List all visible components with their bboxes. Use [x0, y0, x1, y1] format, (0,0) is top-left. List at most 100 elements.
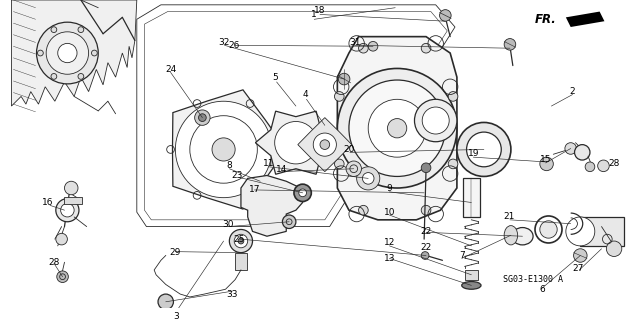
Circle shape [339, 73, 350, 85]
Ellipse shape [461, 282, 481, 289]
Circle shape [362, 173, 374, 184]
Polygon shape [298, 118, 352, 172]
Circle shape [358, 205, 368, 215]
Text: 19: 19 [468, 149, 479, 158]
Circle shape [585, 162, 595, 172]
Circle shape [313, 133, 337, 156]
Circle shape [57, 271, 68, 283]
Circle shape [238, 238, 244, 244]
Circle shape [422, 107, 449, 134]
Text: 12: 12 [384, 239, 395, 248]
Circle shape [56, 199, 79, 222]
Circle shape [421, 205, 431, 215]
Text: 6: 6 [539, 285, 545, 294]
Circle shape [573, 249, 587, 262]
Circle shape [387, 119, 407, 138]
Circle shape [457, 122, 511, 176]
Text: 13: 13 [383, 254, 395, 263]
Circle shape [421, 252, 429, 259]
Bar [465, 270, 478, 280]
Text: 28: 28 [48, 258, 60, 267]
Text: FR.: FR. [534, 13, 556, 26]
Circle shape [282, 215, 296, 228]
Circle shape [92, 50, 97, 56]
Circle shape [575, 145, 590, 160]
Text: 33: 33 [227, 290, 238, 299]
Circle shape [540, 157, 554, 171]
Bar [463, 178, 480, 217]
Circle shape [504, 39, 516, 50]
Circle shape [51, 73, 57, 79]
Text: 25: 25 [234, 234, 244, 244]
Text: 20: 20 [343, 145, 355, 154]
Polygon shape [337, 37, 457, 220]
Circle shape [335, 159, 344, 169]
Text: 32: 32 [218, 38, 229, 47]
Circle shape [335, 92, 344, 101]
Circle shape [294, 184, 311, 202]
Circle shape [299, 189, 307, 197]
Text: 9: 9 [387, 184, 392, 194]
Circle shape [175, 101, 272, 198]
Circle shape [368, 41, 378, 51]
Text: 2: 2 [570, 87, 575, 96]
Polygon shape [255, 111, 337, 174]
Circle shape [598, 160, 609, 172]
Polygon shape [566, 11, 604, 27]
Text: 21: 21 [503, 212, 515, 221]
Text: 1: 1 [311, 10, 317, 19]
Ellipse shape [512, 227, 533, 245]
Text: 22: 22 [420, 227, 432, 236]
Text: 14: 14 [276, 165, 287, 174]
Circle shape [467, 132, 501, 167]
Circle shape [368, 99, 426, 157]
Circle shape [158, 294, 173, 309]
Circle shape [198, 114, 206, 122]
Circle shape [46, 32, 88, 74]
Ellipse shape [540, 221, 557, 238]
Text: 23: 23 [232, 171, 243, 180]
Polygon shape [12, 0, 137, 106]
Text: 18: 18 [314, 6, 326, 15]
Circle shape [78, 27, 84, 33]
Text: 11: 11 [263, 160, 275, 168]
Circle shape [38, 50, 44, 56]
Text: 30: 30 [223, 220, 234, 229]
Text: 17: 17 [249, 185, 260, 195]
Circle shape [356, 167, 380, 190]
Circle shape [606, 241, 622, 256]
Circle shape [65, 181, 78, 195]
Text: 3: 3 [173, 312, 179, 319]
Text: 10: 10 [383, 208, 395, 217]
Text: 7: 7 [459, 251, 465, 260]
Circle shape [36, 22, 99, 84]
Circle shape [229, 229, 253, 253]
Circle shape [195, 110, 210, 125]
Text: 8: 8 [227, 161, 232, 170]
Circle shape [421, 163, 431, 173]
Text: 31: 31 [349, 38, 360, 47]
Text: 29: 29 [170, 248, 181, 257]
Circle shape [234, 234, 248, 248]
Circle shape [349, 80, 445, 176]
Circle shape [415, 99, 457, 142]
Circle shape [51, 27, 57, 33]
Polygon shape [173, 90, 286, 209]
Text: 24: 24 [165, 65, 176, 74]
Text: 27: 27 [573, 263, 584, 272]
Circle shape [212, 138, 235, 161]
Text: 26: 26 [228, 41, 240, 50]
Circle shape [337, 69, 457, 188]
Bar [65, 197, 82, 204]
Circle shape [565, 143, 577, 154]
Circle shape [56, 233, 67, 245]
Circle shape [358, 43, 368, 53]
Circle shape [346, 161, 362, 176]
Text: 15: 15 [540, 155, 552, 164]
Circle shape [421, 43, 431, 53]
Text: 28: 28 [609, 160, 620, 168]
Circle shape [78, 73, 84, 79]
Circle shape [61, 204, 74, 217]
Circle shape [275, 122, 317, 164]
Bar [580, 217, 624, 246]
